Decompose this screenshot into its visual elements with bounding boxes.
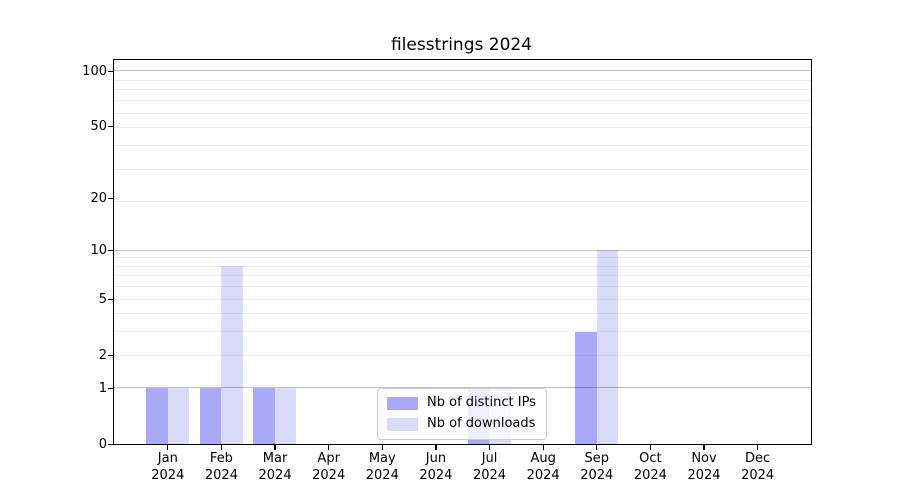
chart-title: filesstrings 2024	[390, 35, 533, 55]
y-tickmark	[108, 70, 114, 72]
bar-distinct-ips-mar	[253, 387, 275, 444]
x-tick-label: Jan 2024	[151, 451, 185, 483]
minor-gridline	[114, 201, 811, 203]
bar-downloads-sep	[596, 250, 618, 444]
y-tickmark	[108, 387, 114, 389]
minor-gridline	[114, 89, 811, 91]
bar-downloads-mar	[274, 387, 297, 444]
x-tickmark	[542, 445, 544, 451]
y-tick-label: 1	[98, 380, 107, 396]
major-gridline	[114, 249, 811, 251]
x-tick-label: Oct 2024	[633, 451, 667, 483]
legend-label: Nb of distinct IPs	[427, 395, 536, 410]
y-tick-label: 100	[82, 63, 107, 79]
minor-gridline	[114, 313, 811, 315]
x-tick-label: Apr 2024	[312, 451, 346, 483]
y-tickmark	[108, 298, 114, 300]
minor-gridline	[114, 275, 811, 277]
x-tick-label: Nov 2024	[687, 451, 721, 483]
minor-gridline	[114, 298, 811, 300]
bar-downloads-feb	[221, 266, 243, 444]
x-tick-label: Jul 2024	[472, 451, 507, 483]
x-tick-label: Dec 2024	[741, 451, 775, 483]
legend-entry: Nb of distinct IPs	[387, 395, 536, 411]
x-tick-label: Feb 2024	[204, 451, 238, 483]
y-tickmark	[108, 125, 114, 127]
x-tickmark	[274, 445, 276, 451]
y-tick-label: 0	[98, 436, 107, 452]
minor-gridline	[114, 168, 811, 170]
y-tickmark	[108, 443, 114, 445]
legend-swatch-icon	[387, 417, 418, 431]
x-tickmark	[703, 445, 705, 451]
plot-area: Nb of distinct IPs Nb of downloads	[113, 59, 812, 445]
y-tick-label: 10	[90, 242, 107, 258]
minor-gridline	[114, 257, 811, 259]
legend-entry: Nb of downloads	[387, 416, 536, 432]
bar-downloads-jan	[167, 387, 189, 444]
x-tickmark	[328, 445, 330, 451]
legend: Nb of distinct IPs Nb of downloads	[377, 388, 547, 440]
y-tick-label: 20	[90, 190, 107, 206]
minor-gridline	[114, 100, 811, 102]
y-tickmark	[108, 197, 114, 199]
minor-gridline	[114, 354, 811, 356]
y-tickmark	[108, 249, 114, 251]
minor-gridline	[114, 331, 811, 333]
minor-gridline	[114, 265, 811, 267]
y-tick-label: 50	[90, 118, 107, 134]
x-tickmark	[649, 445, 651, 451]
bar-distinct-ips-jan	[146, 387, 168, 444]
bar-distinct-ips-sep	[575, 331, 597, 444]
x-tickmark	[435, 445, 437, 451]
bar-distinct-ips-feb	[199, 387, 222, 444]
x-tick-label: Jun 2024	[419, 451, 453, 483]
minor-gridline	[114, 127, 811, 129]
x-tickmark	[757, 445, 759, 451]
x-tickmark	[596, 445, 598, 451]
legend-swatch-icon	[387, 396, 418, 410]
x-tickmark	[488, 445, 491, 451]
x-tick-label: Sep 2024	[580, 451, 614, 483]
y-tick-label: 2	[98, 347, 107, 363]
minor-gridline	[114, 112, 811, 114]
x-tickmark	[167, 445, 169, 451]
legend-label: Nb of downloads	[427, 416, 536, 431]
x-tick-label: May 2024	[365, 451, 399, 483]
minor-gridline	[114, 79, 811, 81]
x-tickmark	[220, 445, 223, 451]
major-gridline	[114, 70, 811, 72]
x-tick-label: Mar 2024	[258, 451, 292, 483]
y-tick-label: 5	[98, 291, 107, 307]
y-tickmark	[108, 354, 114, 356]
x-tickmark	[381, 445, 383, 451]
minor-gridline	[114, 286, 811, 288]
x-tick-label: Aug 2024	[526, 451, 560, 483]
minor-gridline	[114, 145, 811, 147]
